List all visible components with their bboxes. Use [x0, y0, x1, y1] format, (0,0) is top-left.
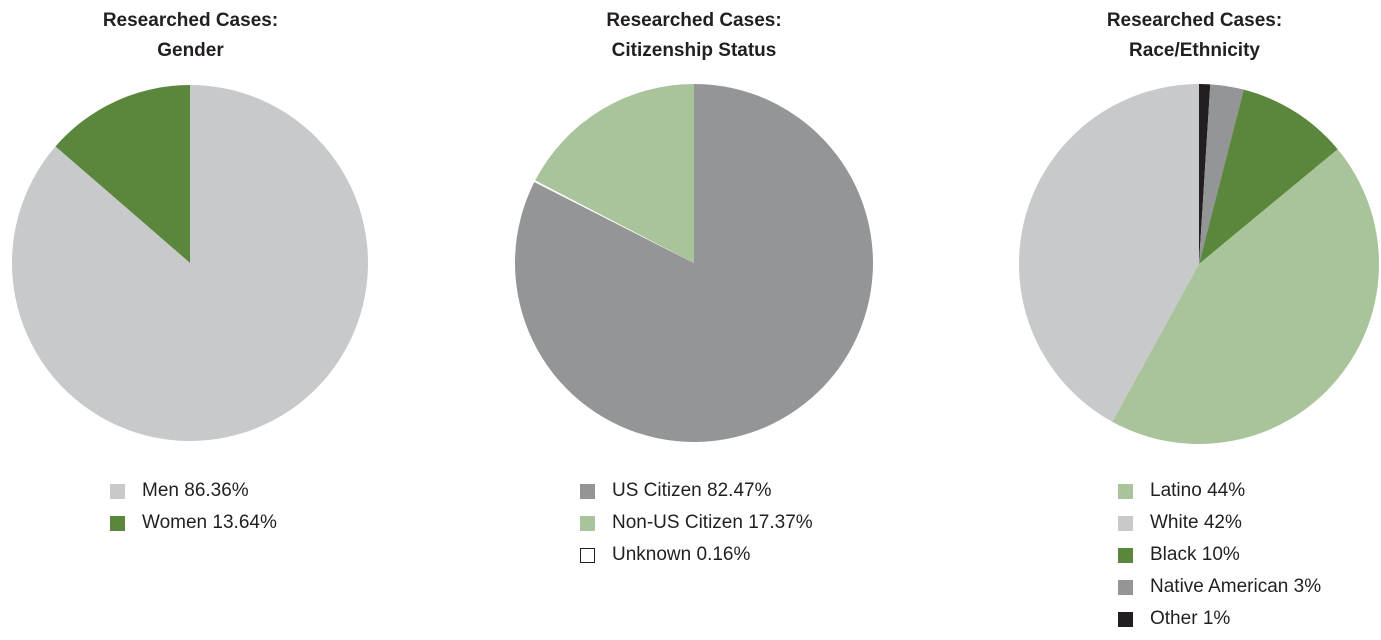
legend-swatch-unknown	[580, 548, 595, 563]
pie-slice-women	[55, 85, 190, 263]
legend-label-native-american: Native American	[1150, 576, 1289, 597]
race-legend: Latino 44% White 42% Black 10% Native Am…	[1118, 478, 1321, 638]
legend-value-unknown: 0.16%	[696, 544, 751, 565]
chart-title-line-2: Race/Ethnicity	[1129, 40, 1260, 61]
pie-slice-black	[1199, 89, 1338, 264]
legend-swatch-us-citizen	[580, 484, 595, 499]
chart-title: Researched Cases: Gender	[0, 6, 381, 66]
legend-item-native-american: Native American 3%	[1118, 574, 1321, 606]
race-chart-panel: Researched Cases: Race/Ethnicity Latino …	[1008, 0, 1381, 640]
legend-swatch-other	[1118, 612, 1133, 627]
pie-slice-white	[1018, 84, 1199, 422]
citizenship-pie-chart	[515, 84, 873, 442]
legend-item-black: Black 10%	[1118, 542, 1321, 574]
pie-slice-native-american	[1199, 84, 1244, 264]
chart-title-line-2: Gender	[157, 40, 224, 61]
legend-value-other: 1%	[1202, 608, 1231, 629]
legend-label-white: White	[1150, 512, 1199, 533]
chart-title-line-1: Researched Cases:	[606, 10, 782, 31]
legend-label-non-us-citizen: Non-US Citizen	[612, 512, 743, 533]
pie-slice-non-us-citizen	[535, 84, 694, 263]
legend-value-non-us-citizen: 17.37%	[748, 512, 813, 533]
legend-value-black: 10%	[1201, 544, 1240, 565]
chart-title-line-1: Researched Cases:	[102, 10, 279, 31]
pie-slice-latino	[1112, 149, 1379, 445]
legend-value-us-citizen: 82.47%	[707, 480, 772, 501]
pie-slice-men	[12, 85, 369, 441]
legend-label-women: Women	[142, 512, 208, 533]
gender-pie-chart	[12, 85, 369, 441]
legend-item-other: Other 1%	[1118, 606, 1321, 638]
citizenship-chart-panel: Researched Cases: Citizenship Status US …	[503, 0, 885, 640]
legend-label-us-citizen: US Citizen	[612, 480, 702, 501]
pie-slice-other	[1199, 84, 1211, 264]
legend-swatch-latino	[1118, 484, 1133, 499]
gender-legend: Men 86.36% Women 13.64%	[110, 478, 277, 542]
legend-item-men: Men 86.36%	[110, 478, 277, 510]
legend-label-other: Other	[1150, 608, 1198, 629]
legend-item-women: Women 13.64%	[110, 510, 277, 542]
legend-swatch-women	[110, 516, 125, 531]
legend-swatch-men	[110, 484, 125, 499]
legend-value-women: 13.64%	[212, 512, 277, 533]
chart-title-line-1: Researched Cases:	[1106, 10, 1283, 31]
chart-title-line-2: Citizenship Status	[611, 40, 777, 61]
pie-slice-unknown	[534, 180, 694, 263]
legend-label-black: Black	[1150, 544, 1197, 565]
gender-chart-panel: Researched Cases: Gender Men 86.36% Wome…	[0, 0, 381, 640]
chart-title: Researched Cases: Citizenship Status	[503, 6, 885, 66]
legend-value-native-american: 3%	[1293, 576, 1322, 597]
legend-swatch-black	[1118, 548, 1133, 563]
legend-label-men: Men	[142, 480, 179, 501]
legend-item-white: White 42%	[1118, 510, 1321, 542]
legend-swatch-native-american	[1118, 580, 1133, 595]
legend-label-latino: Latino	[1150, 480, 1202, 501]
race-pie-chart	[1018, 84, 1379, 445]
legend-item-unknown: Unknown 0.16%	[580, 542, 813, 574]
legend-item-latino: Latino 44%	[1118, 478, 1321, 510]
legend-swatch-white	[1118, 516, 1133, 531]
legend-label-unknown: Unknown	[612, 544, 692, 565]
legend-value-white: 42%	[1203, 512, 1242, 533]
citizenship-legend: US Citizen 82.47% Non-US Citizen 17.37% …	[580, 478, 813, 574]
legend-value-latino: 44%	[1207, 480, 1246, 501]
legend-item-us-citizen: US Citizen 82.47%	[580, 478, 813, 510]
chart-title: Researched Cases: Race/Ethnicity	[1008, 6, 1381, 66]
legend-item-non-us-citizen: Non-US Citizen 17.37%	[580, 510, 813, 542]
legend-swatch-non-us-citizen	[580, 516, 595, 531]
legend-value-men: 86.36%	[184, 480, 249, 501]
